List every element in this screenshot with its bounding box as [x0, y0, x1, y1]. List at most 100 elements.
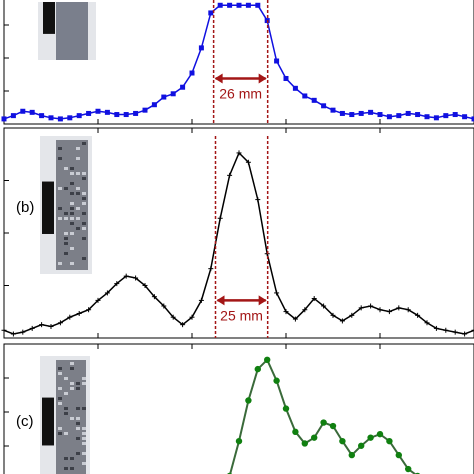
- inset-pixel: [70, 262, 74, 265]
- inset-pixel: [82, 432, 86, 435]
- data-point: [320, 419, 327, 426]
- inset-pixel: [70, 362, 74, 365]
- inset-pixel: [58, 207, 62, 210]
- data-point: [235, 437, 243, 445]
- inset-pixel: [70, 172, 74, 175]
- inset-pixel: [64, 242, 68, 245]
- data-point: [452, 112, 458, 118]
- data-point: [424, 320, 430, 326]
- data-point: [236, 2, 242, 8]
- data-point: [180, 322, 186, 328]
- data-point: [227, 2, 233, 8]
- data-point: [274, 58, 280, 64]
- data-point: [245, 159, 251, 165]
- inset-pixel: [82, 177, 86, 180]
- data-point: [283, 309, 289, 315]
- data-point: [151, 102, 157, 108]
- inset-pixel: [64, 377, 68, 380]
- data-point: [217, 2, 223, 8]
- data-point: [104, 290, 110, 296]
- data-point: [405, 307, 411, 313]
- data-point: [443, 113, 449, 119]
- data-point: [48, 115, 54, 121]
- inset-pixel: [58, 187, 62, 190]
- data-point: [415, 312, 421, 318]
- data-point: [104, 109, 110, 115]
- inset-pixel: [82, 407, 86, 410]
- data-point: [86, 307, 92, 313]
- inset-pixel: [70, 217, 74, 220]
- arrowhead-left: [216, 295, 225, 306]
- data-point: [368, 109, 374, 115]
- data-point: [95, 108, 101, 114]
- data-point: [67, 314, 73, 320]
- inset-pixel: [70, 192, 74, 195]
- panel-label: (b): [16, 199, 34, 216]
- data-point: [57, 320, 63, 326]
- data-point: [462, 114, 468, 120]
- data-point: [39, 113, 45, 119]
- inset-pixel: [64, 412, 68, 415]
- data-point: [302, 93, 308, 99]
- data-point: [330, 107, 336, 113]
- data-point: [386, 309, 392, 315]
- data-point: [433, 115, 439, 121]
- inset-pixel: [82, 452, 86, 455]
- data-point: [377, 112, 383, 118]
- panel-label: (c): [16, 413, 34, 430]
- inset-pixel: [70, 417, 74, 420]
- data-point: [376, 430, 384, 438]
- inset-pixel: [58, 217, 62, 220]
- fwhm-label: 26 mm: [219, 85, 262, 101]
- data-point: [254, 365, 261, 373]
- inset-pixel: [76, 157, 80, 160]
- data-point: [95, 297, 101, 303]
- data-point: [20, 108, 26, 114]
- data-point: [329, 422, 337, 430]
- inset-pixel: [70, 457, 74, 460]
- inset-pixel: [82, 172, 86, 175]
- data-point: [67, 115, 73, 121]
- data-point: [415, 112, 421, 118]
- data-point: [133, 110, 139, 116]
- inset-pixel: [76, 187, 80, 190]
- inset-pixel: [64, 392, 68, 395]
- data-point: [471, 327, 474, 333]
- data-point: [462, 331, 468, 337]
- inset-pixel: [76, 207, 80, 210]
- inset-pixel: [64, 237, 68, 240]
- data-point: [227, 172, 233, 178]
- data-point: [274, 290, 280, 296]
- inset-pixel: [70, 247, 74, 250]
- data-point: [123, 112, 129, 118]
- inset-pixel: [70, 382, 74, 385]
- data-point: [170, 314, 176, 320]
- data-point: [114, 281, 120, 287]
- inset-pixel: [58, 397, 62, 400]
- data-point: [377, 307, 383, 313]
- data-point: [208, 266, 214, 272]
- data-point: [10, 331, 16, 337]
- data-point: [48, 324, 54, 330]
- inset-pixel: [82, 427, 86, 430]
- data-point: [311, 296, 317, 302]
- data-point: [395, 451, 402, 459]
- data-point: [123, 273, 129, 279]
- data-point: [424, 114, 430, 120]
- inset-pixel: [70, 387, 74, 390]
- inset-pixel: [82, 212, 86, 215]
- inset-pixel: [58, 157, 62, 160]
- inset-pixel: [76, 422, 80, 425]
- inset-pixel: [76, 407, 80, 410]
- inset-pixel: [76, 192, 80, 195]
- inset-pixel: [82, 442, 86, 445]
- inset-pixel: [58, 372, 62, 375]
- data-point: [358, 442, 365, 449]
- data-point: [386, 437, 393, 445]
- data-point: [273, 377, 280, 384]
- data-point: [367, 434, 374, 441]
- inset-pixel: [82, 227, 86, 230]
- data-point: [433, 325, 439, 331]
- data-point: [1, 327, 7, 333]
- inset-pixel: [64, 167, 68, 170]
